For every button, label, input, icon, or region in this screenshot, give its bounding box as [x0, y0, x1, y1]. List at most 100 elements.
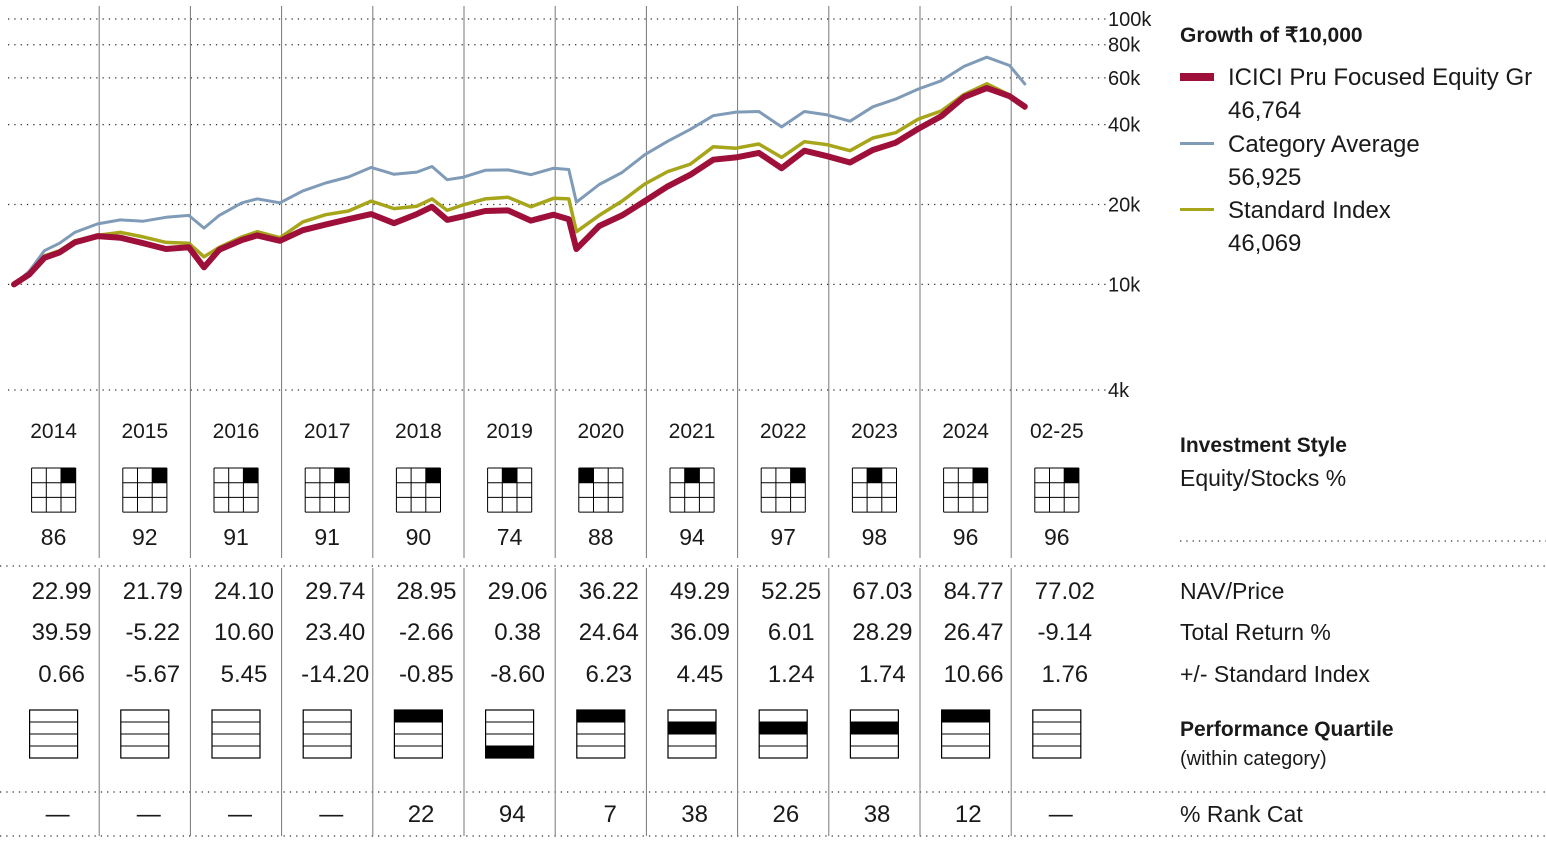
equity-pct: 86 [41, 524, 67, 550]
style-box [395, 467, 441, 513]
quartile-box [758, 709, 808, 759]
style-box-fill [578, 468, 594, 483]
equity-pct: 94 [679, 524, 705, 550]
style-box-fill [973, 468, 988, 483]
vs-index-cell: -8.60 [490, 661, 545, 688]
quartile-box [29, 709, 79, 759]
quartile-fill [759, 722, 808, 734]
quartile-box [849, 709, 900, 759]
vs-index-cell: -14.20 [301, 661, 369, 688]
y-tick-label: 10k [1108, 274, 1141, 296]
legend-fund-name: ICICI Pru Focused Equity Gr [1228, 64, 1532, 91]
y-axis-ticks: 100k 80k 60k 40k 20k 10k 4k [1108, 9, 1152, 402]
quartile-box [393, 709, 443, 759]
style-box-fill [334, 468, 350, 483]
y-tick-label: 20k [1108, 195, 1141, 217]
year-label: 2018 [395, 420, 442, 443]
quartile-fill [850, 722, 899, 734]
style-box [1034, 467, 1080, 513]
vs-index-cell: 1.24 [768, 661, 815, 688]
style-box [760, 467, 806, 513]
legend-category-value: 56,925 [1228, 164, 1301, 191]
data-table: 22.99 21.79 24.10 29.74 28.95 29.06 36.22 49.29… [32, 578, 1095, 828]
rank-cat-cell: 26 [772, 801, 799, 828]
total-return-cell: 36.09 [670, 619, 730, 646]
legend-fund-value: 46,764 [1228, 97, 1301, 124]
year-label: 2024 [942, 420, 989, 443]
style-box [304, 467, 350, 513]
legend-category-name: Category Average [1228, 131, 1420, 158]
equity-pct: 96 [1044, 524, 1070, 550]
year-label: 2016 [213, 420, 260, 443]
gridlines [0, 18, 1546, 837]
quartile-box [576, 709, 626, 759]
rank-cat-cell: 22 [408, 801, 435, 828]
year-labels: 2014 2015 2016 2017 2018 2019 2020 2021 2022 2023… [30, 420, 1083, 443]
style-box [943, 467, 989, 513]
equity-pct: 88 [588, 524, 614, 550]
rank-cat-cell: 12 [955, 801, 982, 828]
quartile-boxes [29, 709, 1082, 759]
y-tick-label: 100k [1108, 9, 1152, 31]
rank-cat-cell: 38 [864, 801, 891, 828]
y-tick-label: 40k [1108, 115, 1141, 137]
vs-index-cell: 10.66 [944, 661, 1004, 688]
style-box [487, 467, 533, 513]
category-average-line [12, 55, 1027, 286]
style-box-fill [1064, 468, 1079, 483]
rank-cat-cell: — [228, 801, 252, 828]
total-return-cell: 10.60 [214, 619, 274, 646]
y-tick-label: 80k [1108, 35, 1141, 57]
vs-index-row-label: +/- Standard Index [1180, 661, 1370, 687]
legend-swatch-category [1180, 142, 1214, 145]
quartile-fill [485, 746, 534, 758]
nav-cell: 28.95 [396, 578, 456, 605]
total-return-cell: -9.14 [1037, 619, 1092, 646]
rank-cat-cell: — [137, 801, 161, 828]
rank-cat-cell: — [319, 801, 343, 828]
style-box-fill [152, 468, 167, 483]
total-return-cell: -2.66 [399, 619, 454, 646]
nav-cell: 29.06 [488, 578, 548, 605]
vs-index-cell: 6.23 [585, 661, 632, 688]
year-label: 2022 [760, 420, 807, 443]
quartile-fill [668, 722, 716, 734]
equity-pct: 90 [406, 524, 432, 550]
rank-cat-cell: 7 [603, 801, 616, 828]
year-label: 2021 [669, 420, 716, 443]
year-label: 2019 [486, 420, 533, 443]
nav-cell: 49.29 [670, 578, 730, 605]
total-return-cell: 26.47 [944, 619, 1004, 646]
vs-index-cell: -5.67 [125, 661, 180, 688]
style-box-fill [867, 468, 882, 483]
style-box [851, 467, 897, 513]
investment-style-title: Investment Style [1180, 434, 1347, 457]
fund-line [11, 85, 1028, 288]
rank-cat-cell: 38 [681, 801, 708, 828]
quartile-box [485, 709, 535, 759]
style-box-fill [425, 468, 441, 483]
equity-pct: 91 [223, 524, 249, 550]
nav-cell: 24.10 [214, 578, 274, 605]
rank-cat-cell: — [46, 801, 70, 828]
legend: Growth of ₹10,000 ICICI Pru Focused Equi… [1180, 24, 1532, 827]
quartile-box [940, 709, 991, 759]
nav-row-label: NAV/Price [1180, 578, 1284, 604]
nav-cell: 52.25 [761, 578, 821, 605]
legend-swatch-index [1180, 208, 1214, 211]
total-return-row-label: Total Return % [1180, 619, 1331, 645]
style-box [578, 467, 624, 513]
quartile-box [302, 709, 352, 759]
total-return-cell: 23.40 [305, 619, 365, 646]
nav-cell: 77.02 [1035, 578, 1095, 605]
style-box [213, 467, 259, 513]
y-tick-label: 60k [1108, 68, 1141, 90]
equity-pct: 96 [953, 524, 979, 550]
rank-cat-label: % Rank Cat [1180, 801, 1303, 827]
total-return-cell: 6.01 [768, 619, 815, 646]
vs-index-cell: 1.74 [859, 661, 906, 688]
legend-index-value: 46,069 [1228, 230, 1301, 257]
standard-index-line [12, 82, 1027, 287]
nav-cell: 21.79 [123, 578, 183, 605]
